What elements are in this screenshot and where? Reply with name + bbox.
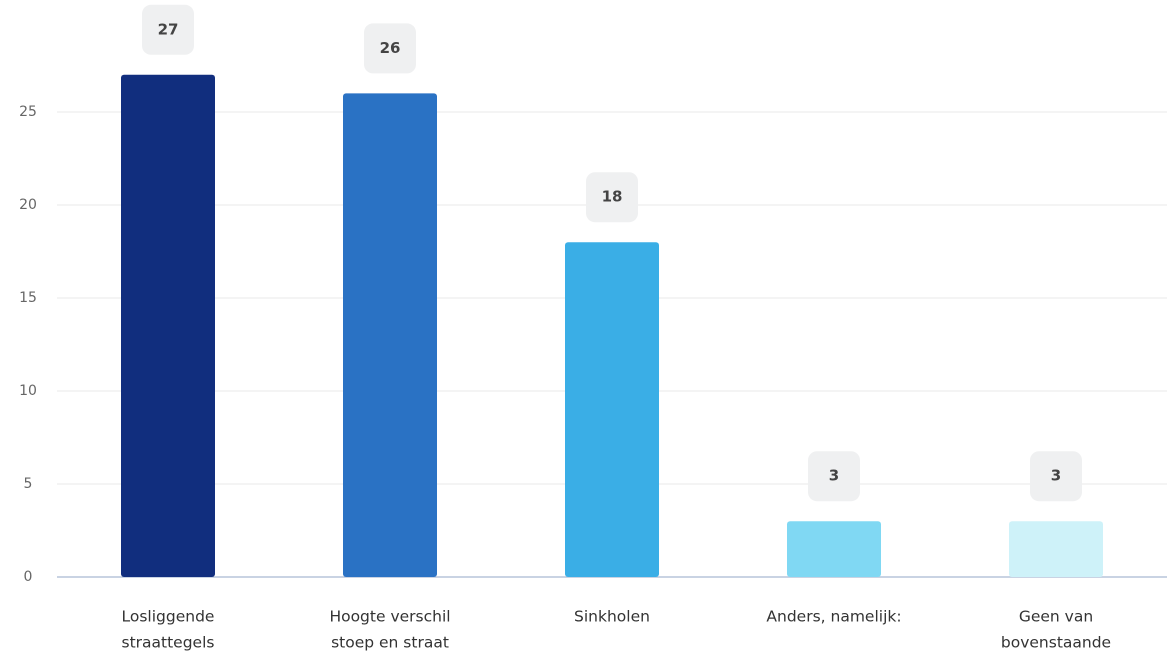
value-label-box	[1030, 451, 1082, 502]
y-tick-label: 20	[19, 197, 37, 213]
x-tick-label: Hoogte verschil	[329, 608, 450, 626]
x-tick-label: Losliggende	[122, 608, 215, 626]
bar	[343, 93, 437, 578]
value-label: 18	[602, 188, 623, 206]
x-tick-label: Sinkholen	[574, 608, 650, 626]
value-label: 3	[829, 467, 839, 485]
y-tick-label: 25	[19, 104, 37, 120]
value-label: 3	[1051, 467, 1061, 485]
y-tick-label: 15	[19, 290, 37, 306]
bar	[121, 74, 215, 578]
value-label-box	[808, 451, 860, 502]
value-label-box	[364, 23, 416, 74]
bar	[565, 242, 659, 577]
y-tick-label: 5	[24, 476, 33, 492]
value-label: 27	[158, 20, 179, 38]
x-tick-label: straattegels	[122, 634, 215, 652]
x-tick-label: Geen van	[1019, 608, 1093, 626]
value-label-box	[586, 172, 638, 223]
x-tick-label: bovenstaande	[1001, 634, 1111, 652]
x-tick-label: stoep en straat	[331, 634, 449, 652]
value-label-box	[142, 4, 194, 55]
bar	[787, 521, 881, 577]
y-tick-label: 0	[24, 569, 33, 585]
y-tick-label: 10	[19, 383, 37, 399]
bar	[1009, 521, 1103, 577]
value-label: 26	[380, 39, 401, 57]
x-tick-label: Anders, namelijk:	[766, 608, 901, 626]
